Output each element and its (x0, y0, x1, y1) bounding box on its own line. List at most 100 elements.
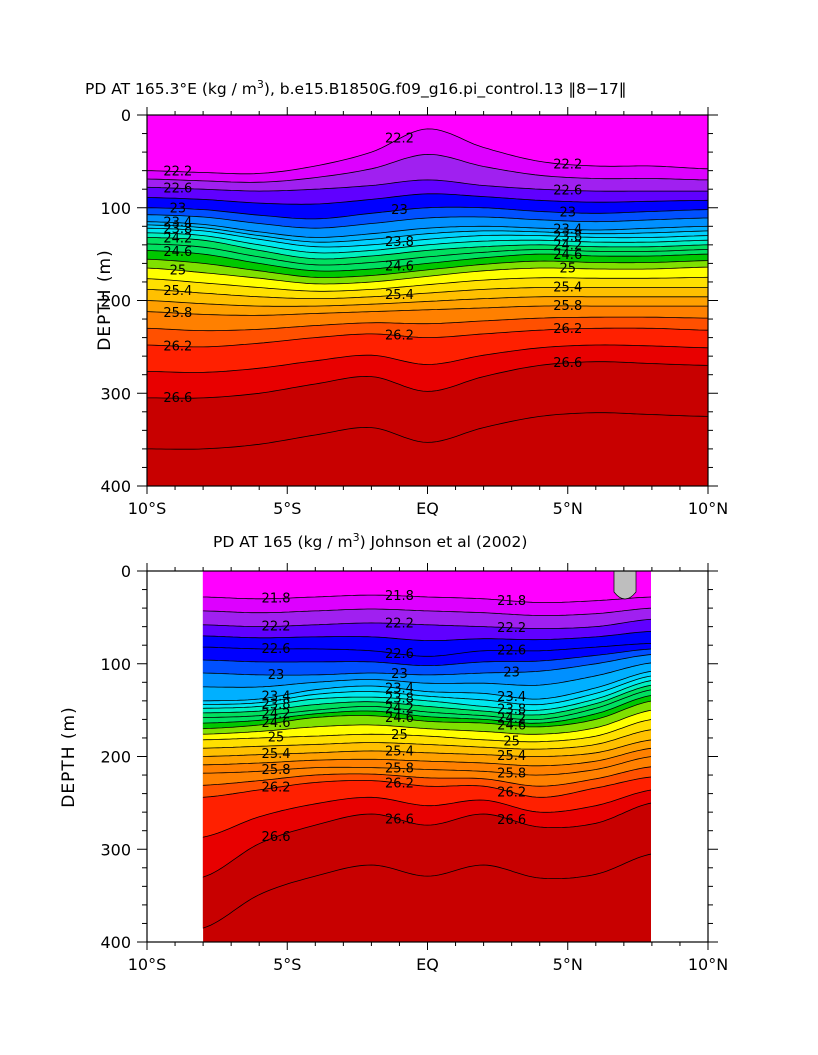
bottom-contour-label: 21.8 (385, 589, 414, 604)
top-contour-label: 25.8 (163, 306, 192, 321)
bottom-contour-label: 25 (503, 734, 520, 749)
bottom-y-tick-label: 300 (100, 840, 131, 859)
bottom-contour-label: 23 (391, 667, 408, 682)
top-contour-line (147, 224, 708, 243)
bottom-panel: PD AT 165 (kg / m3) Johnson et al (2002)… (59, 531, 728, 975)
bottom-y-tick-label: 200 (100, 748, 131, 767)
top-contour-label: 23.4 (163, 216, 192, 231)
top-contour-label: 23.8 (163, 222, 192, 237)
top-contour-label: 23 (391, 203, 408, 218)
top-x-tick-label: 5°S (273, 499, 301, 518)
top-title-main: PD AT 165.3°E (kg / m (85, 80, 257, 98)
bottom-y-axis-label: DEPTH (m) (59, 706, 79, 807)
top-contour-line (147, 316, 708, 332)
bottom-contour-line (203, 630, 651, 641)
top-x-tick-label: EQ (416, 499, 439, 518)
top-contour-label: 26.2 (163, 339, 192, 354)
bottom-contour-label: 22.2 (385, 617, 414, 632)
top-contour-line (147, 250, 708, 272)
bottom-x-tick-label: 5°N (553, 955, 583, 974)
bottom-contour-line (202, 853, 651, 929)
bottom-contour-label: 23.8 (262, 697, 291, 712)
bottom-contour-line (203, 684, 651, 716)
bottom-x-tick-label: 10°N (688, 955, 728, 974)
top-contour-line (147, 344, 708, 373)
bottom-x-tick-label: 5°S (273, 955, 301, 974)
top-contour-label: 24.6 (163, 245, 192, 260)
bottom-missing-data-patch (613, 570, 637, 600)
top-title-rest: ), b.e15.B1850G.f09_g16.pi_control.13 ‖8… (264, 80, 627, 99)
bottom-contour-line (203, 675, 651, 706)
top-contour-label: 23.8 (553, 230, 582, 245)
bottom-contour-line (203, 642, 651, 657)
top-contour-line (147, 266, 708, 285)
bottom-contour-line (203, 594, 651, 603)
bottom-contour-line (203, 756, 651, 776)
top-contour-line (147, 128, 708, 175)
top-contour-label: 26.2 (385, 329, 414, 344)
bottom-contour-label: 24.6 (497, 719, 526, 734)
bottom-contour-label: 22.6 (497, 644, 526, 659)
bottom-axes: 10°S 5°S EQ 5°N 10°N 0 100 200 300 400 (100, 562, 728, 974)
top-contour-lines (147, 128, 708, 450)
top-contour-line (147, 327, 708, 348)
top-contour-line (147, 193, 708, 205)
bottom-contour-label: 22.6 (262, 642, 291, 657)
top-y-axis-label: DEPTH (m) (95, 249, 115, 350)
top-title-sup: 3 (257, 78, 264, 91)
bottom-contour-line (203, 776, 651, 798)
bottom-contour-line (203, 729, 651, 750)
bottom-contour-label: 26.6 (262, 830, 291, 845)
bottom-contour-label: 26.2 (497, 785, 526, 800)
bottom-contour-line (202, 802, 651, 878)
top-contour-label: 24.6 (553, 248, 582, 263)
bottom-contour-label: 23.8 (497, 702, 526, 717)
bottom-contour-line (203, 695, 651, 724)
bottom-contour-label: 23.4 (385, 681, 414, 696)
bottom-contour-label: 26.6 (497, 813, 526, 828)
bottom-contour-line (203, 689, 651, 720)
bottom-contour-label: 24.2 (385, 702, 414, 717)
top-contour-label: 25 (559, 261, 576, 276)
bottom-contour-label: 25 (391, 728, 408, 743)
top-y-tick-label: 100 (100, 199, 131, 218)
bottom-contour-label: 21.8 (497, 594, 526, 609)
top-contour-label: 23 (559, 206, 576, 221)
bottom-panel-title: PD AT 165 (kg / m3) Johnson et al (2002) (213, 531, 527, 552)
bottom-color-fill (202, 571, 651, 942)
top-contour-line (147, 206, 708, 220)
bottom-contour-line (203, 607, 651, 616)
bottom-contour-label: 25.4 (497, 749, 526, 764)
bottom-contour-label: 25.4 (385, 745, 414, 760)
top-contour-label: 22.2 (385, 131, 414, 146)
bottom-title-main: PD AT 165 (kg / m (213, 533, 353, 551)
top-x-tick-label: 10°N (688, 499, 728, 518)
top-contour-line (147, 296, 708, 307)
bottom-contour-label: 26.2 (262, 780, 291, 795)
top-contour-line (147, 227, 708, 248)
top-contour-label: 23.8 (385, 235, 414, 250)
bottom-contour-label: 24.6 (385, 711, 414, 726)
top-contour-label: 26.6 (553, 356, 582, 371)
bottom-contour-label: 26.6 (385, 813, 414, 828)
top-contour-line (147, 179, 708, 192)
top-y-tick-label: 0 (121, 106, 131, 125)
bottom-contour-label: 22.6 (385, 647, 414, 662)
top-y-tick-label: 300 (100, 384, 131, 403)
bottom-contour-line (203, 789, 651, 838)
top-contour-line (147, 232, 708, 254)
top-contour-line (147, 237, 708, 260)
bottom-contour-label: 23.4 (497, 690, 526, 705)
top-y-tick-label: 400 (100, 477, 131, 496)
top-contour-label: 26.6 (163, 391, 192, 406)
top-contour-label: 22.2 (163, 165, 192, 180)
top-contour-label: 25.4 (553, 280, 582, 295)
bottom-contour-label: 23.4 (262, 690, 291, 705)
bottom-contour-line (203, 719, 651, 743)
top-contour-label: 22.6 (163, 181, 192, 196)
bottom-contour-label: 25 (268, 730, 285, 745)
bottom-contour-line (203, 739, 651, 757)
bottom-title-rest: ) Johnson et al (2002) (360, 533, 528, 551)
top-contour-line (147, 361, 708, 399)
top-contour-line (147, 258, 708, 278)
